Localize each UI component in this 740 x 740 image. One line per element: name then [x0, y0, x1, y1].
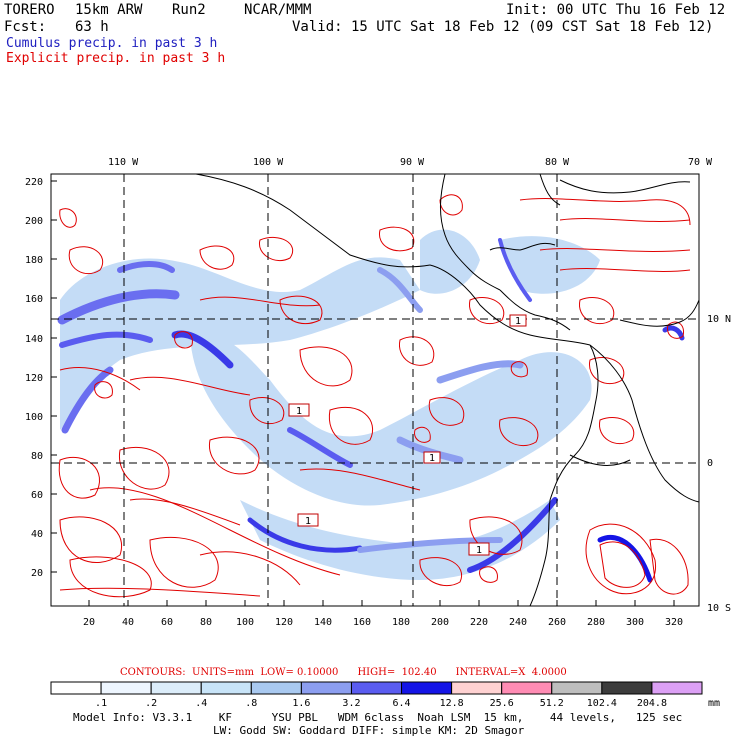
init-time: Init: 00 UTC Thu 16 Feb 12 — [506, 2, 726, 18]
lon-label: 90 W — [400, 157, 425, 168]
station-label: 1 — [476, 545, 482, 556]
y-tick-label: 20 — [31, 568, 43, 579]
colorbar-label: .8 — [245, 698, 257, 709]
x-axis: 20 40 60 80 100 120 140 160 180 200 220 … — [83, 600, 683, 628]
lon-label: 80 W — [545, 157, 570, 168]
y-tick-label: 60 — [31, 490, 43, 501]
x-tick-label: 20 — [83, 617, 95, 628]
fcst-value: 63 h — [75, 19, 109, 35]
colorbar-swatch — [250, 681, 302, 695]
x-tick-label: 40 — [122, 617, 134, 628]
lat-label: 0 — [707, 458, 713, 469]
colorbar-label: 25.6 — [490, 698, 514, 709]
y-tick-label: 140 — [25, 334, 43, 345]
lat-label: 10 N — [707, 314, 731, 325]
y-tick-label: 200 — [25, 216, 43, 227]
lon-label: 70 W — [688, 157, 713, 168]
resolution-label: 15km ARW — [75, 2, 143, 18]
colorbar-swatch — [501, 681, 553, 695]
y-tick-label: 220 — [25, 177, 43, 188]
colorbar — [50, 681, 703, 695]
lat-lon-grid — [51, 174, 699, 606]
station-label: 1 — [429, 453, 435, 464]
map-border — [50, 173, 700, 607]
x-tick-label: 260 — [548, 617, 566, 628]
colorbar-swatch — [50, 681, 102, 695]
station-box-labels: 1 1 1 1 1 — [296, 316, 521, 556]
colorbar-labels: .1 .2 .4 .8 1.6 3.2 6.4 12.8 25.6 51.2 102.4 204.8 — [95, 698, 667, 709]
colorbar-label: 204.8 — [637, 698, 667, 709]
y-tick-label: 100 — [25, 412, 43, 423]
colorbar-swatch — [551, 681, 603, 695]
colorbar-unit: mm — [708, 698, 720, 709]
y-tick-label: 120 — [25, 373, 43, 384]
x-tick-label: 300 — [626, 617, 644, 628]
x-tick-label: 320 — [665, 617, 683, 628]
colorbar-swatch — [100, 681, 152, 695]
station-label: 1 — [305, 516, 311, 527]
colorbar-label: 3.2 — [342, 698, 360, 709]
y-tick-label: 160 — [25, 294, 43, 305]
explicit-legend: Explicit precip. in past 3 h — [6, 51, 226, 66]
coastlines — [195, 173, 700, 607]
x-tick-label: 120 — [275, 617, 293, 628]
x-tick-label: 200 — [431, 617, 449, 628]
x-tick-label: 100 — [236, 617, 254, 628]
colorbar-label: 12.8 — [440, 698, 464, 709]
model-info-line2: LW: Godd SW: Goddard DIFF: simple KM: 2D… — [213, 724, 525, 737]
heavy-precip-bands — [57, 238, 685, 583]
x-tick-label: 180 — [392, 617, 410, 628]
colorbar-swatch — [601, 681, 653, 695]
org-label: NCAR/MMM — [244, 2, 312, 18]
colorbar-swatch — [150, 681, 202, 695]
cumulus-legend: Cumulus precip. in past 3 h — [6, 36, 218, 51]
colorbar-label: .1 — [95, 698, 107, 709]
colorbar-swatch — [451, 681, 503, 695]
colorbar-label: 1.6 — [292, 698, 310, 709]
colorbar-label: .4 — [195, 698, 207, 709]
x-tick-label: 160 — [353, 617, 371, 628]
fcst-label: Fcst: — [4, 19, 47, 35]
colorbar-swatch — [350, 681, 403, 695]
station-boxes — [288, 314, 527, 556]
latitude-labels: 10 N 0 10 S — [707, 314, 731, 614]
colorbar-label: 102.4 — [587, 698, 617, 709]
cumulus-precip-field — [60, 229, 600, 580]
y-tick-label: 180 — [25, 255, 43, 266]
colorbar-label: 51.2 — [540, 698, 564, 709]
x-tick-label: 240 — [509, 617, 527, 628]
x-tick-label: 60 — [161, 617, 173, 628]
colorbar-swatch — [401, 681, 453, 695]
valid-time: Valid: 15 UTC Sat 18 Feb 12 (09 CST Sat … — [292, 19, 714, 35]
run-label: Run2 — [172, 2, 206, 18]
x-tick-label: 140 — [314, 617, 332, 628]
colorbar-swatch — [200, 681, 252, 695]
longitude-labels: 110 W 100 W 90 W 80 W 70 W — [108, 157, 713, 168]
colorbar-label: 6.4 — [393, 698, 411, 709]
lon-label: 110 W — [108, 157, 139, 168]
lat-label: 10 S — [707, 603, 731, 614]
y-axis: 220 200 180 160 140 120 100 80 60 40 20 — [25, 177, 57, 579]
lon-label: 100 W — [253, 157, 284, 168]
station-label: 1 — [296, 406, 302, 417]
colorbar-label: .2 — [145, 698, 157, 709]
model-name: TORERO — [4, 2, 55, 18]
contours-info: CONTOURS: UNITS=mm LOW= 0.10000 HIGH= 10… — [120, 667, 567, 678]
colorbar-swatch — [300, 681, 352, 695]
x-tick-label: 220 — [470, 617, 488, 628]
explicit-precip-contours — [58, 194, 691, 598]
model-info-line1: Model Info: V3.3.1 KF YSU PBL WDM 6class… — [73, 711, 683, 724]
x-tick-label: 80 — [200, 617, 212, 628]
x-tick-label: 280 — [587, 617, 605, 628]
y-tick-label: 40 — [31, 529, 43, 540]
map-panel: 1 1 1 1 1 — [50, 173, 700, 607]
y-tick-label: 80 — [31, 451, 43, 462]
station-label: 1 — [515, 316, 521, 327]
colorbar-swatch — [651, 681, 703, 695]
